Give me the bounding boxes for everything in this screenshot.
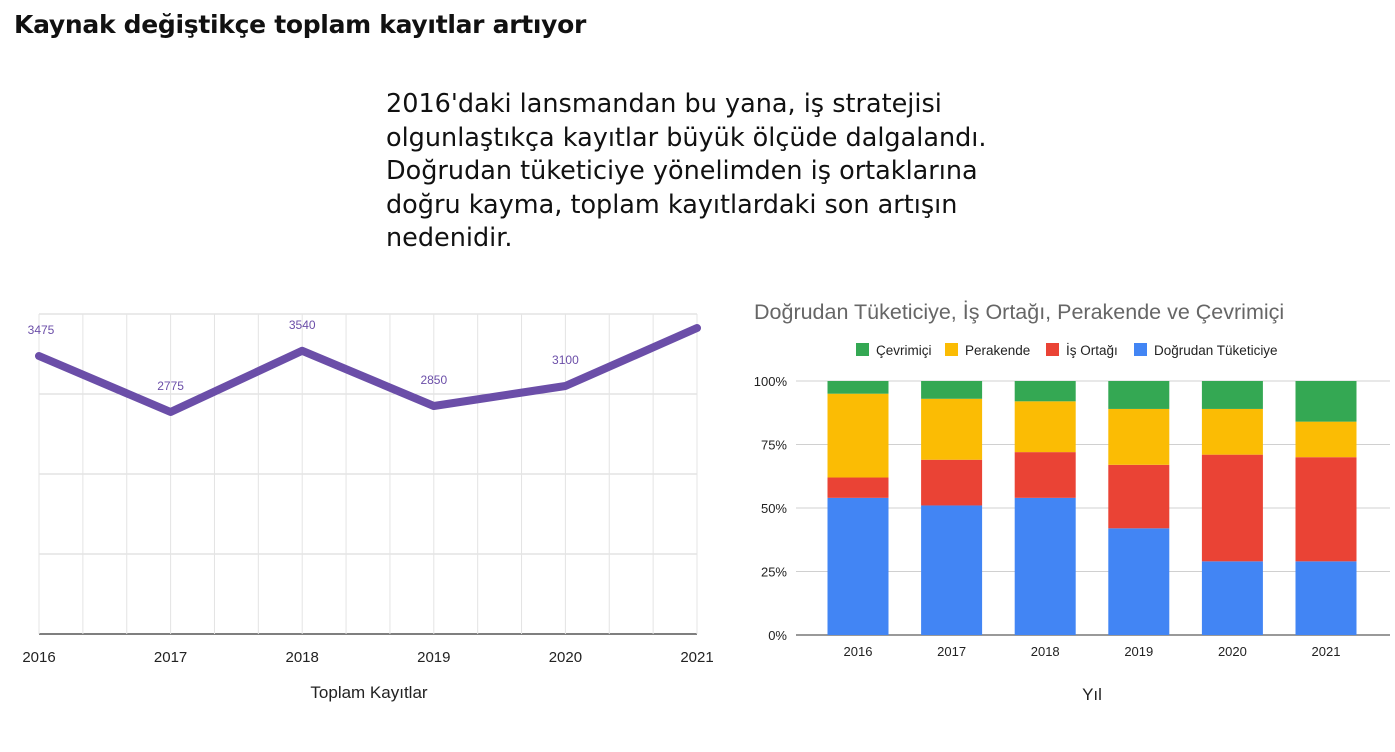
bar-segment	[1295, 457, 1357, 562]
bar-segment	[1014, 401, 1076, 453]
bar-segment	[1014, 497, 1076, 635]
line-chart-series	[35, 324, 701, 416]
line-chart-data-label: 2850	[420, 373, 447, 387]
line-chart-x-axis-label: Toplam Kayıtlar	[310, 683, 427, 702]
bar-chart-y-tick-label: 0%	[768, 628, 787, 643]
bar-segment	[827, 381, 889, 394]
bar-segment	[1201, 561, 1263, 635]
bar-segment	[1295, 561, 1357, 635]
bar-segment	[921, 398, 983, 460]
bar-chart-y-ticks: 0% 25% 50% 75% 100%	[754, 374, 788, 643]
legend-label: Perakende	[965, 343, 1030, 358]
bar-segment	[921, 505, 983, 635]
legend-label: İş Ortağı	[1066, 343, 1118, 358]
line-chart-data-labels: 3475 2775 3540 2850 3100	[28, 318, 579, 393]
line-chart-x-tick-label: 2019	[417, 649, 450, 666]
bar-segment	[827, 477, 889, 498]
bar-chart-legend: Çevrimiçi Perakende İş Ortağı Doğrudan Tüke…	[856, 343, 1278, 358]
bar-segment	[1108, 528, 1170, 635]
legend-label: Doğrudan Tüketiciye	[1154, 343, 1278, 358]
legend-label: Çevrimiçi	[876, 343, 932, 358]
bar-segment	[1201, 454, 1263, 562]
bar-segment	[1108, 408, 1170, 465]
bar-segment	[1295, 421, 1357, 458]
line-chart-x-tick-label: 2020	[549, 649, 582, 666]
bar-segment	[921, 381, 983, 399]
line-chart-series-line	[35, 324, 701, 416]
line-chart-data-label: 3540	[289, 318, 316, 332]
bar-chart-y-tick-label: 100%	[754, 374, 788, 389]
legend-swatch	[945, 343, 958, 356]
bar-segment	[1295, 381, 1357, 422]
bar-chart-y-tick-label: 25%	[761, 565, 787, 580]
bar-chart-x-tick-label: 2016	[844, 644, 873, 659]
bar-segment	[1201, 408, 1263, 455]
line-chart-x-tick-label: 2016	[22, 649, 55, 666]
line-chart-x-ticks: 2016 2017 2018 2019 2020 2021	[22, 649, 713, 666]
bar-chart-y-tick-label: 75%	[761, 438, 787, 453]
bar-segment	[827, 497, 889, 635]
bar-chart-y-tick-label: 50%	[761, 501, 787, 516]
line-chart-x-tick-label: 2021	[680, 649, 713, 666]
bar-chart-x-tick-label: 2020	[1218, 644, 1247, 659]
bar-chart-x-tick-label: 2019	[1124, 644, 1153, 659]
bar-chart-title: Doğrudan Tüketiciye, İş Ortağı, Perakend…	[754, 300, 1284, 324]
intro-paragraph: 2016'daki lansmandan bu yana, iş stratej…	[386, 89, 987, 253]
legend-swatch	[856, 343, 869, 356]
bar-chart-grid	[796, 380, 1390, 636]
bar-chart-x-axis-label: Yıl	[1082, 685, 1102, 704]
bar-segment	[1108, 464, 1170, 529]
bar-segment	[1014, 452, 1076, 498]
bar-chart-x-tick-label: 2021	[1312, 644, 1341, 659]
line-chart-x-tick-label: 2018	[286, 649, 319, 666]
legend-swatch	[1046, 343, 1059, 356]
line-chart: 3475 2775 3540 2850 3100 2016 2017 2018 2019 202…	[22, 313, 714, 702]
line-chart-grid	[38, 313, 698, 635]
line-chart-data-label: 3100	[552, 353, 579, 367]
legend-swatch	[1134, 343, 1147, 356]
line-chart-x-tick-label: 2017	[154, 649, 187, 666]
bar-chart-x-tick-label: 2018	[1031, 644, 1060, 659]
bar-chart-x-tick-label: 2017	[937, 644, 966, 659]
page-title: Kaynak değiştikçe toplam kayıtlar artıyo…	[14, 10, 587, 39]
bar-segment	[1201, 381, 1263, 409]
bar-chart-x-ticks: 2016 2017 2018 2019 2020 2021	[844, 644, 1341, 659]
bar-segment	[1014, 381, 1076, 402]
line-chart-data-label: 2775	[157, 379, 184, 393]
bar-chart-bars	[827, 381, 1357, 635]
bar-segment	[827, 393, 889, 478]
line-chart-data-label: 3475	[28, 323, 55, 337]
bar-segment	[921, 459, 983, 506]
bar-segment	[1108, 381, 1170, 409]
